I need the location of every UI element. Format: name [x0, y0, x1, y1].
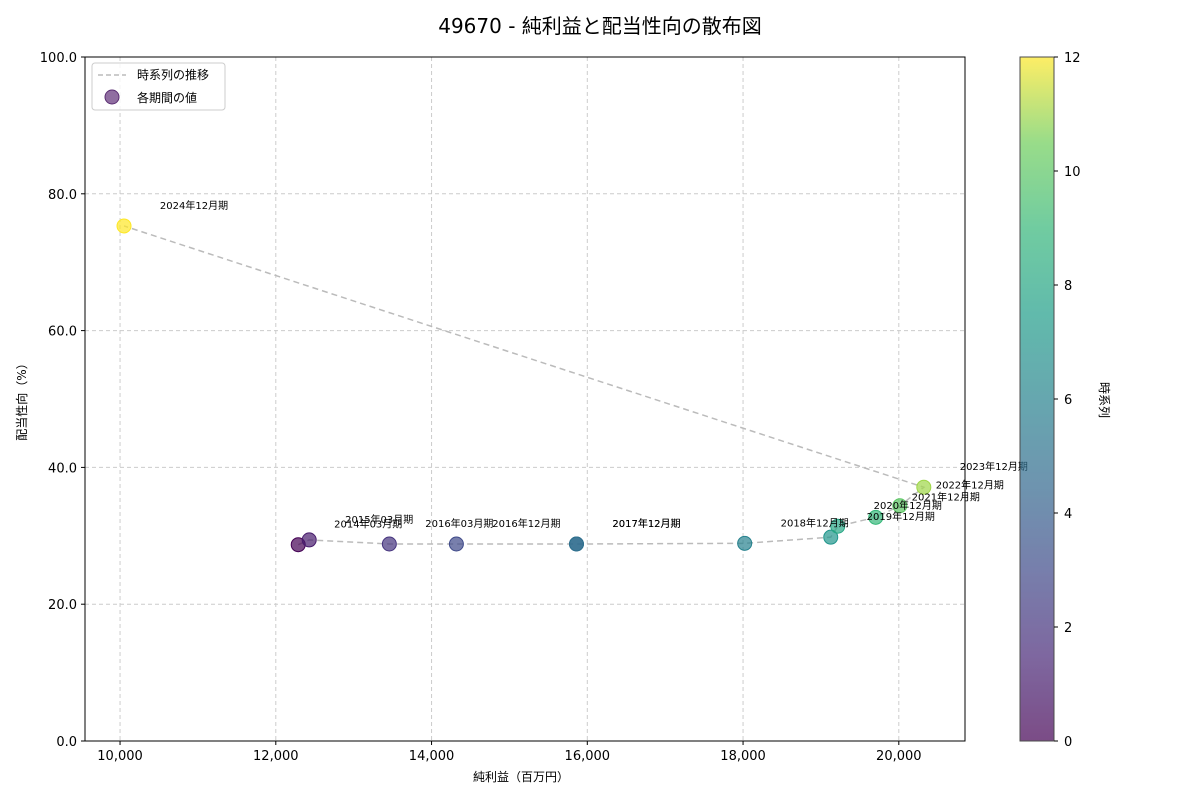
y-tick-label: 20.0	[48, 598, 77, 613]
y-tick-label: 0.0	[56, 735, 77, 750]
colorbar-tick-label: 2	[1064, 621, 1072, 636]
x-tick-label: 20,000	[876, 749, 922, 764]
point-label: 2014年03月期	[334, 518, 402, 531]
point-label: 2017年12月期	[612, 517, 680, 530]
point-label: 2019年12月期	[867, 510, 935, 523]
colorbar-tick-label: 4	[1064, 507, 1072, 522]
legend-label-values: 各期間の値	[137, 90, 197, 105]
colorbar-tick-label: 8	[1064, 279, 1072, 294]
data-point	[868, 509, 884, 525]
marker-icon	[104, 89, 120, 105]
data-point	[823, 529, 839, 545]
plot-frame	[84, 56, 966, 742]
x-tick-label: 14,000	[409, 749, 455, 764]
grid-lines	[85, 56, 965, 742]
trend-line	[123, 225, 926, 546]
point-label: 2018年12月期	[781, 516, 849, 529]
colorbar-tick-label: 10	[1064, 165, 1081, 180]
data-point	[381, 536, 397, 552]
x-axis-label: 純利益（百万円）	[473, 770, 569, 784]
data-point	[916, 479, 932, 495]
y-tick-label: 40.0	[48, 461, 77, 476]
legend: 時系列の推移 各期間の値	[91, 62, 226, 111]
x-tick-label: 16,000	[565, 749, 611, 764]
point-label: 2020年12月期	[874, 499, 942, 512]
data-point	[301, 532, 317, 548]
y-tick-label: 80.0	[48, 188, 77, 203]
x-axis-ticks: 10,000 12,000 14,000 16,000 18,000 20,000	[97, 741, 922, 764]
y-axis-label: 配当性向（%）	[14, 357, 29, 440]
data-point	[892, 498, 908, 514]
x-tick-label: 18,000	[720, 749, 766, 764]
data-points	[116, 218, 932, 553]
point-label: 2015年03月期	[345, 513, 413, 526]
point-label: 2021年12月期	[912, 490, 980, 503]
colorbar-label: 時系列	[1097, 382, 1111, 418]
colorbar-tick-label: 12	[1064, 51, 1081, 66]
chart-title: 49670 - 純利益と配当性向の散布図	[438, 14, 762, 38]
data-point	[737, 535, 753, 551]
data-point	[116, 218, 132, 234]
x-tick-label: 10,000	[97, 749, 143, 764]
y-axis-ticks: 0.0 20.0 40.0 60.0 80.0 100.0	[40, 51, 85, 750]
y-tick-label: 100.0	[40, 51, 77, 66]
point-label: 2017年12月期	[612, 517, 680, 530]
data-point	[568, 536, 584, 552]
point-label: 2022年12月期	[936, 479, 1004, 492]
colorbar-tick-label: 0	[1064, 735, 1072, 750]
colorbar: 0 2 4 6 8 10 12 時系列	[1019, 51, 1111, 750]
legend-label-trend: 時系列の推移	[137, 68, 209, 82]
point-label: 2023年12月期	[960, 460, 1028, 473]
colorbar-tick-label: 6	[1064, 393, 1072, 408]
data-point	[830, 518, 846, 534]
x-tick-label: 12,000	[253, 749, 299, 764]
data-point	[448, 536, 464, 552]
y-tick-label: 60.0	[48, 325, 77, 340]
point-label: 2016年03月期	[425, 517, 493, 530]
point-label: 2024年12月期	[160, 199, 228, 212]
point-label: 2016年12月期	[492, 517, 560, 530]
